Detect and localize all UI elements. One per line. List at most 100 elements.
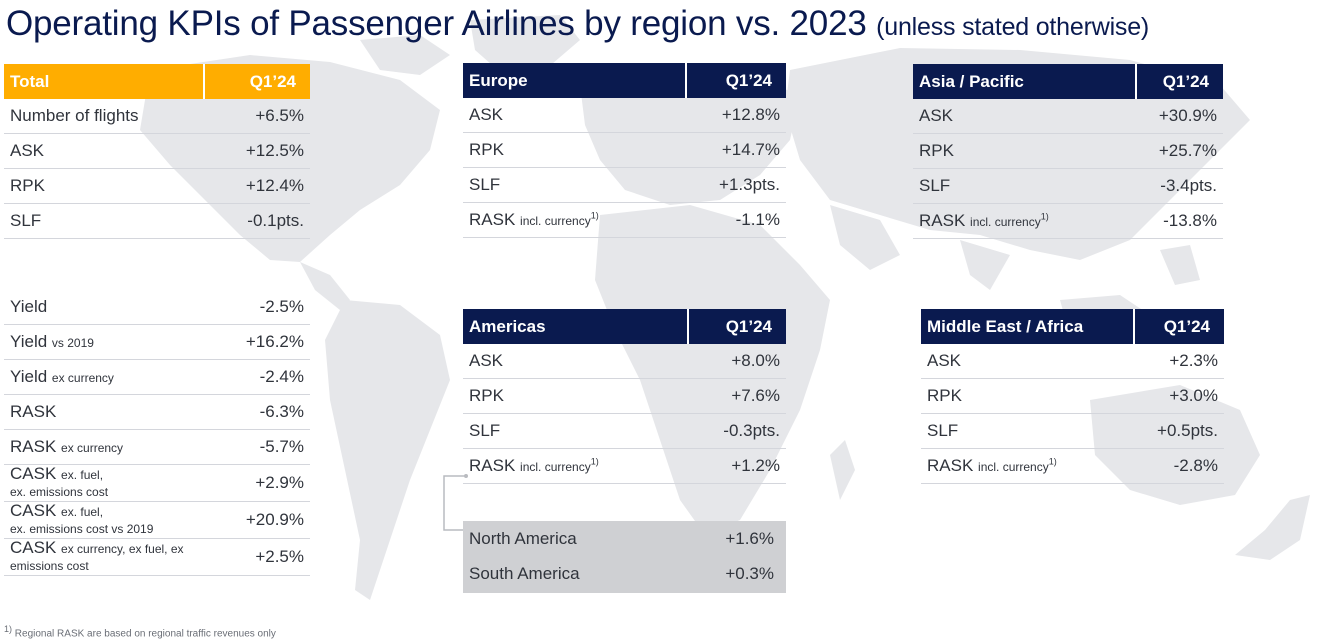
table-row: Yield vs 2019 +16.2% xyxy=(4,324,310,360)
table-row: RASK incl. currency1) +1.2% xyxy=(463,448,786,484)
table-row: ASK +30.9% xyxy=(913,99,1223,134)
footnote-marker: 1) xyxy=(4,624,13,634)
row-label: ASK xyxy=(921,344,1134,379)
row-label: RASK incl. currency1) xyxy=(463,202,686,238)
row-value: +2.3% xyxy=(1134,344,1224,379)
row-label: SLF xyxy=(463,413,688,449)
row-value: -6.3% xyxy=(204,394,310,430)
table-row: SLF -3.4pts. xyxy=(913,168,1223,204)
row-value: -5.7% xyxy=(204,429,310,465)
row-label: RASK xyxy=(4,394,204,430)
row-value: -2.4% xyxy=(204,359,310,395)
title-main: Operating KPIs of Passenger Airlines by … xyxy=(6,4,867,43)
row-label: ASK xyxy=(913,99,1136,134)
table-americas: Americas Q1’24 ASK +8.0% RPK +7.6% SLF -… xyxy=(463,309,786,484)
row-label: CASK ex. fuel, ex. emissions cost xyxy=(4,464,204,502)
row-value: +20.9% xyxy=(204,501,310,539)
table-row: Yield -2.5% xyxy=(4,290,310,325)
table-row: SLF -0.3pts. xyxy=(463,413,786,449)
row-label: SLF xyxy=(921,413,1134,449)
table-row: RASK incl. currency1) -1.1% xyxy=(463,202,786,238)
table-row: RPK +14.7% xyxy=(463,132,786,168)
table-header: Middle East / Africa Q1’24 xyxy=(921,309,1224,344)
table-header: Americas Q1’24 xyxy=(463,309,786,344)
table-header: Asia / Pacific Q1’24 xyxy=(913,64,1223,99)
table-row: RPK +25.7% xyxy=(913,133,1223,169)
row-value: +30.9% xyxy=(1136,99,1223,134)
row-value: -0.1pts. xyxy=(204,203,310,239)
footnote: 1) Regional RASK are based on regional t… xyxy=(4,624,276,639)
row-label: RPK xyxy=(463,132,686,168)
row-label: SLF xyxy=(913,168,1136,204)
table-asia-pacific: Asia / Pacific Q1’24 ASK +30.9% RPK +25.… xyxy=(913,64,1223,239)
table-row: CASK ex currency, ex fuel, ex emissions c… xyxy=(4,538,310,576)
header-period: Q1’24 xyxy=(687,309,786,344)
table-row: RPK +12.4% xyxy=(4,168,310,204)
row-label: SLF xyxy=(4,203,204,239)
subregion-label: South America xyxy=(469,564,580,583)
row-label: RPK xyxy=(913,133,1136,169)
row-value: +0.5pts. xyxy=(1134,413,1224,449)
header-label: Americas xyxy=(463,309,688,344)
row-label: RASK incl. currency1) xyxy=(913,203,1136,239)
table-row: RASK -6.3% xyxy=(4,394,310,430)
row-value: +2.9% xyxy=(204,464,310,502)
header-period: Q1’24 xyxy=(685,63,786,98)
row-value: +8.0% xyxy=(688,344,786,379)
row-value: -2.8% xyxy=(1134,448,1224,484)
table-row: RASK incl. currency1) -2.8% xyxy=(921,448,1224,484)
header-period: Q1’24 xyxy=(1133,309,1224,344)
row-value: -3.4pts. xyxy=(1136,168,1223,204)
table-row: SLF +1.3pts. xyxy=(463,167,786,203)
table-row: ASK +12.8% xyxy=(463,98,786,133)
row-value: +16.2% xyxy=(204,324,310,360)
table-row: SLF -0.1pts. xyxy=(4,203,310,239)
row-label: CASK ex currency, ex fuel, ex emissions c… xyxy=(4,538,204,576)
row-value: +25.7% xyxy=(1136,133,1223,169)
row-label: RPK xyxy=(4,168,204,204)
row-value: -0.3pts. xyxy=(688,413,786,449)
table-row: CASK ex. fuel, ex. emissions cost +2.9% xyxy=(4,464,310,502)
table-total: Total Q1’24 Number of flights +6.5% ASK … xyxy=(4,64,310,576)
header-label: Total xyxy=(4,64,204,99)
row-label: RPK xyxy=(921,378,1134,414)
row-label: CASK ex. fuel, ex. emissions cost vs 2019 xyxy=(4,501,204,539)
row-label: ASK xyxy=(4,133,204,169)
table-row: SLF +0.5pts. xyxy=(921,413,1224,449)
row-label: Yield ex currency xyxy=(4,359,204,395)
title-note: (unless stated otherwise) xyxy=(876,13,1150,41)
row-label: ASK xyxy=(463,344,688,379)
americas-subregion-box: North America +1.6% South America +0.3% xyxy=(463,521,786,593)
header-label: Asia / Pacific xyxy=(913,64,1136,99)
row-value: +1.3pts. xyxy=(686,167,786,203)
table-middle-east-africa: Middle East / Africa Q1’24 ASK +2.3% RPK… xyxy=(921,309,1224,484)
table-row: Yield ex currency -2.4% xyxy=(4,359,310,395)
subregion-value: +1.6% xyxy=(725,529,774,548)
table-row: Number of flights +6.5% xyxy=(4,99,310,134)
subregion-label: North America xyxy=(469,529,577,548)
row-value: +1.2% xyxy=(688,448,786,484)
table-row: RASK incl. currency1) -13.8% xyxy=(913,203,1223,239)
table-row: CASK ex. fuel, ex. emissions cost vs 2019… xyxy=(4,501,310,539)
row-label: RASK ex currency xyxy=(4,429,204,465)
header-period: Q1’24 xyxy=(1135,64,1223,99)
table-header: Europe Q1’24 xyxy=(463,63,786,98)
row-label: Yield vs 2019 xyxy=(4,324,204,360)
row-label: RPK xyxy=(463,378,688,414)
table-row: RASK ex currency -5.7% xyxy=(4,429,310,465)
table-row: ASK +8.0% xyxy=(463,344,786,379)
row-value: -13.8% xyxy=(1136,203,1223,239)
row-label: SLF xyxy=(463,167,686,203)
row-value: -1.1% xyxy=(686,202,786,238)
table-header: Total Q1’24 xyxy=(4,64,310,99)
subregion-value: +0.3% xyxy=(725,564,774,583)
table-row: RPK +7.6% xyxy=(463,378,786,414)
connector-line xyxy=(443,474,468,531)
row-value: +6.5% xyxy=(204,99,310,134)
row-value: +12.8% xyxy=(686,98,786,133)
header-period: Q1’24 xyxy=(203,64,310,99)
header-label: Europe xyxy=(463,63,686,98)
row-value: -2.5% xyxy=(204,290,310,325)
page-title: Operating KPIs of Passenger Airlines by … xyxy=(6,4,1149,44)
header-label: Middle East / Africa xyxy=(921,309,1134,344)
